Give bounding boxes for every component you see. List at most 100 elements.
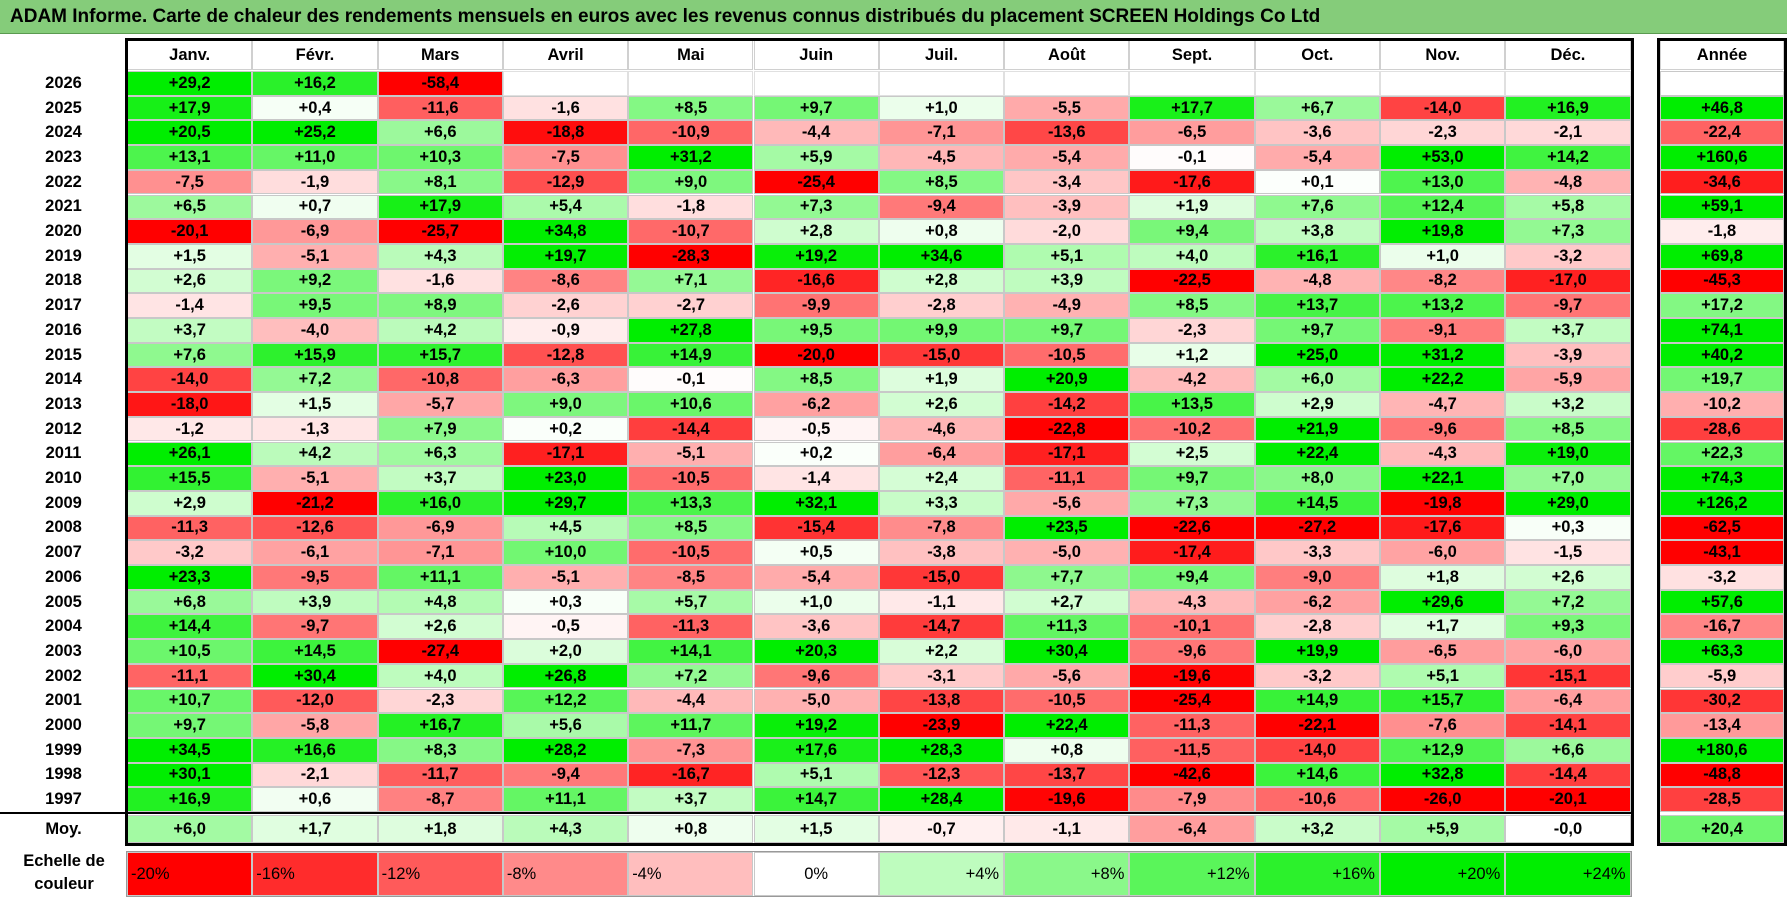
year-label: 2000 bbox=[45, 716, 82, 735]
heatmap-cell: +11,7 bbox=[628, 713, 754, 738]
heatmap-cell: +1,9 bbox=[878, 367, 1005, 393]
year-label: 2007 bbox=[45, 543, 82, 562]
heatmap-cell: +12,2 bbox=[502, 688, 629, 714]
heatmap-cell: +0,5 bbox=[753, 540, 879, 565]
heatmap-cell: -27,4 bbox=[377, 639, 503, 664]
year-label: 2013 bbox=[45, 394, 82, 413]
year-label: 2005 bbox=[45, 592, 82, 611]
heatmap-cell: +9,7 bbox=[127, 713, 253, 738]
heatmap-cell: +15,9 bbox=[252, 342, 378, 368]
heatmap-cell: -22,8 bbox=[1004, 416, 1130, 442]
annual-cell: -22,4 bbox=[1660, 120, 1784, 146]
year-label: 2025 bbox=[45, 98, 82, 117]
heatmap-cell: -4,6 bbox=[878, 416, 1005, 442]
heatmap-cell: -7,5 bbox=[502, 145, 629, 170]
month-header: Mars bbox=[377, 40, 503, 70]
average-cell: +0,8 bbox=[628, 815, 754, 843]
heatmap-cell: -11,5 bbox=[1129, 737, 1255, 763]
heatmap-cell: +9,5 bbox=[252, 293, 378, 318]
heatmap-cell: -12,8 bbox=[502, 342, 629, 368]
heatmap-cell: -58,4 bbox=[377, 71, 503, 96]
year-label: 2026 bbox=[45, 73, 82, 92]
heatmap-cell: -10,7 bbox=[628, 219, 754, 244]
heatmap-cell: -14,4 bbox=[628, 416, 754, 442]
heatmap-cell: +10,3 bbox=[377, 145, 503, 170]
heatmap-cell: -5,1 bbox=[252, 243, 378, 269]
heatmap-cell: -17,6 bbox=[1129, 169, 1255, 195]
heatmap-cell: -19,8 bbox=[1380, 490, 1506, 516]
heatmap-cell: -7,8 bbox=[878, 515, 1005, 541]
annual-cell: +160,6 bbox=[1660, 145, 1784, 170]
heatmap-cell: -27,2 bbox=[1254, 515, 1380, 541]
heatmap-cell: +9,7 bbox=[753, 95, 879, 121]
annual-cell: -10,2 bbox=[1660, 392, 1784, 417]
heatmap-cell: +3,7 bbox=[127, 318, 253, 343]
heatmap-cell: +3,7 bbox=[628, 787, 754, 812]
heatmap-cell: +19,7 bbox=[502, 243, 629, 269]
heatmap-cell: -4,8 bbox=[1505, 169, 1631, 195]
annual-cell: -3,2 bbox=[1660, 565, 1784, 590]
heatmap-cell: +1,9 bbox=[1129, 194, 1255, 220]
heatmap-cell: +7,9 bbox=[377, 416, 503, 442]
heatmap-cell: +13,1 bbox=[127, 145, 253, 170]
heatmap-cell: +32,8 bbox=[1380, 762, 1506, 788]
heatmap-cell: -9,6 bbox=[1380, 416, 1506, 442]
heatmap-cell: +2,4 bbox=[878, 466, 1005, 491]
year-label: 2019 bbox=[45, 246, 82, 265]
heatmap-cell: +19,2 bbox=[753, 243, 879, 269]
average-cell: -0,0 bbox=[1505, 815, 1631, 843]
heatmap-cell: -6,0 bbox=[1505, 639, 1631, 664]
heatmap-cell: -15,0 bbox=[878, 565, 1005, 590]
heatmap-cell: -9,5 bbox=[252, 565, 378, 590]
heatmap-cell: +1,8 bbox=[1380, 565, 1506, 590]
heatmap-cell: +5,9 bbox=[753, 145, 879, 170]
annual-cell bbox=[1660, 71, 1784, 96]
annual-cell: +126,2 bbox=[1660, 490, 1784, 516]
heatmap-cell: +7,2 bbox=[252, 367, 378, 393]
heatmap-cell: -11,3 bbox=[127, 515, 253, 541]
heatmap-cell: +6,6 bbox=[377, 120, 503, 146]
heatmap-cell: +9,0 bbox=[502, 392, 629, 417]
heatmap-cell: +22,4 bbox=[1004, 713, 1130, 738]
scale-swatch: 0% bbox=[753, 852, 879, 896]
heatmap-cell: -18,0 bbox=[127, 392, 253, 417]
average-cell: -6,4 bbox=[1129, 815, 1255, 843]
heatmap-cell: -22,5 bbox=[1129, 268, 1255, 294]
year-label: 2015 bbox=[45, 345, 82, 364]
heatmap-cell bbox=[878, 71, 1005, 96]
heatmap-cell: -3,6 bbox=[753, 614, 879, 640]
heatmap-cell: +5,4 bbox=[502, 194, 629, 220]
heatmap-cell: +7,1 bbox=[628, 268, 754, 294]
heatmap-cell: +3,7 bbox=[1505, 318, 1631, 343]
heatmap-cell: -3,3 bbox=[1254, 540, 1380, 565]
heatmap-cell: -5,5 bbox=[1004, 95, 1130, 121]
annual-cell: -5,9 bbox=[1660, 663, 1784, 689]
heatmap-cell: +28,2 bbox=[502, 737, 629, 763]
heatmap-cell: -6,4 bbox=[878, 441, 1005, 467]
heatmap-cell: -12,9 bbox=[502, 169, 629, 195]
scale-swatch: +8% bbox=[1004, 852, 1130, 896]
average-cell: +1,7 bbox=[252, 815, 378, 843]
heatmap-cell: +2,8 bbox=[753, 219, 879, 244]
heatmap-cell: +28,3 bbox=[878, 737, 1005, 763]
heatmap-cell: +4,8 bbox=[377, 589, 503, 615]
heatmap-cell: +19,2 bbox=[753, 713, 879, 738]
heatmap-cell: -1,5 bbox=[1505, 540, 1631, 565]
average-cell: +1,5 bbox=[753, 815, 879, 843]
heatmap-cell: -25,4 bbox=[1129, 688, 1255, 714]
heatmap-cell: -10,5 bbox=[628, 466, 754, 491]
heatmap-cell: -19,6 bbox=[1129, 663, 1255, 689]
heatmap-cell: +2,8 bbox=[878, 268, 1005, 294]
heatmap-cell: -6,3 bbox=[502, 367, 629, 393]
heatmap-cell: +14,9 bbox=[1254, 688, 1380, 714]
heatmap-cell: +20,5 bbox=[127, 120, 253, 146]
heatmap-cell: +17,9 bbox=[127, 95, 253, 121]
heatmap-cell: +32,1 bbox=[753, 490, 879, 516]
heatmap-cell: -9,4 bbox=[878, 194, 1005, 220]
heatmap-cell: +0,7 bbox=[252, 194, 378, 220]
month-header: Nov. bbox=[1380, 40, 1506, 70]
heatmap-cell bbox=[1505, 71, 1631, 96]
heatmap-cell: +12,9 bbox=[1380, 737, 1506, 763]
heatmap-cell: -10,5 bbox=[1004, 688, 1130, 714]
heatmap-cell: +8,3 bbox=[377, 737, 503, 763]
